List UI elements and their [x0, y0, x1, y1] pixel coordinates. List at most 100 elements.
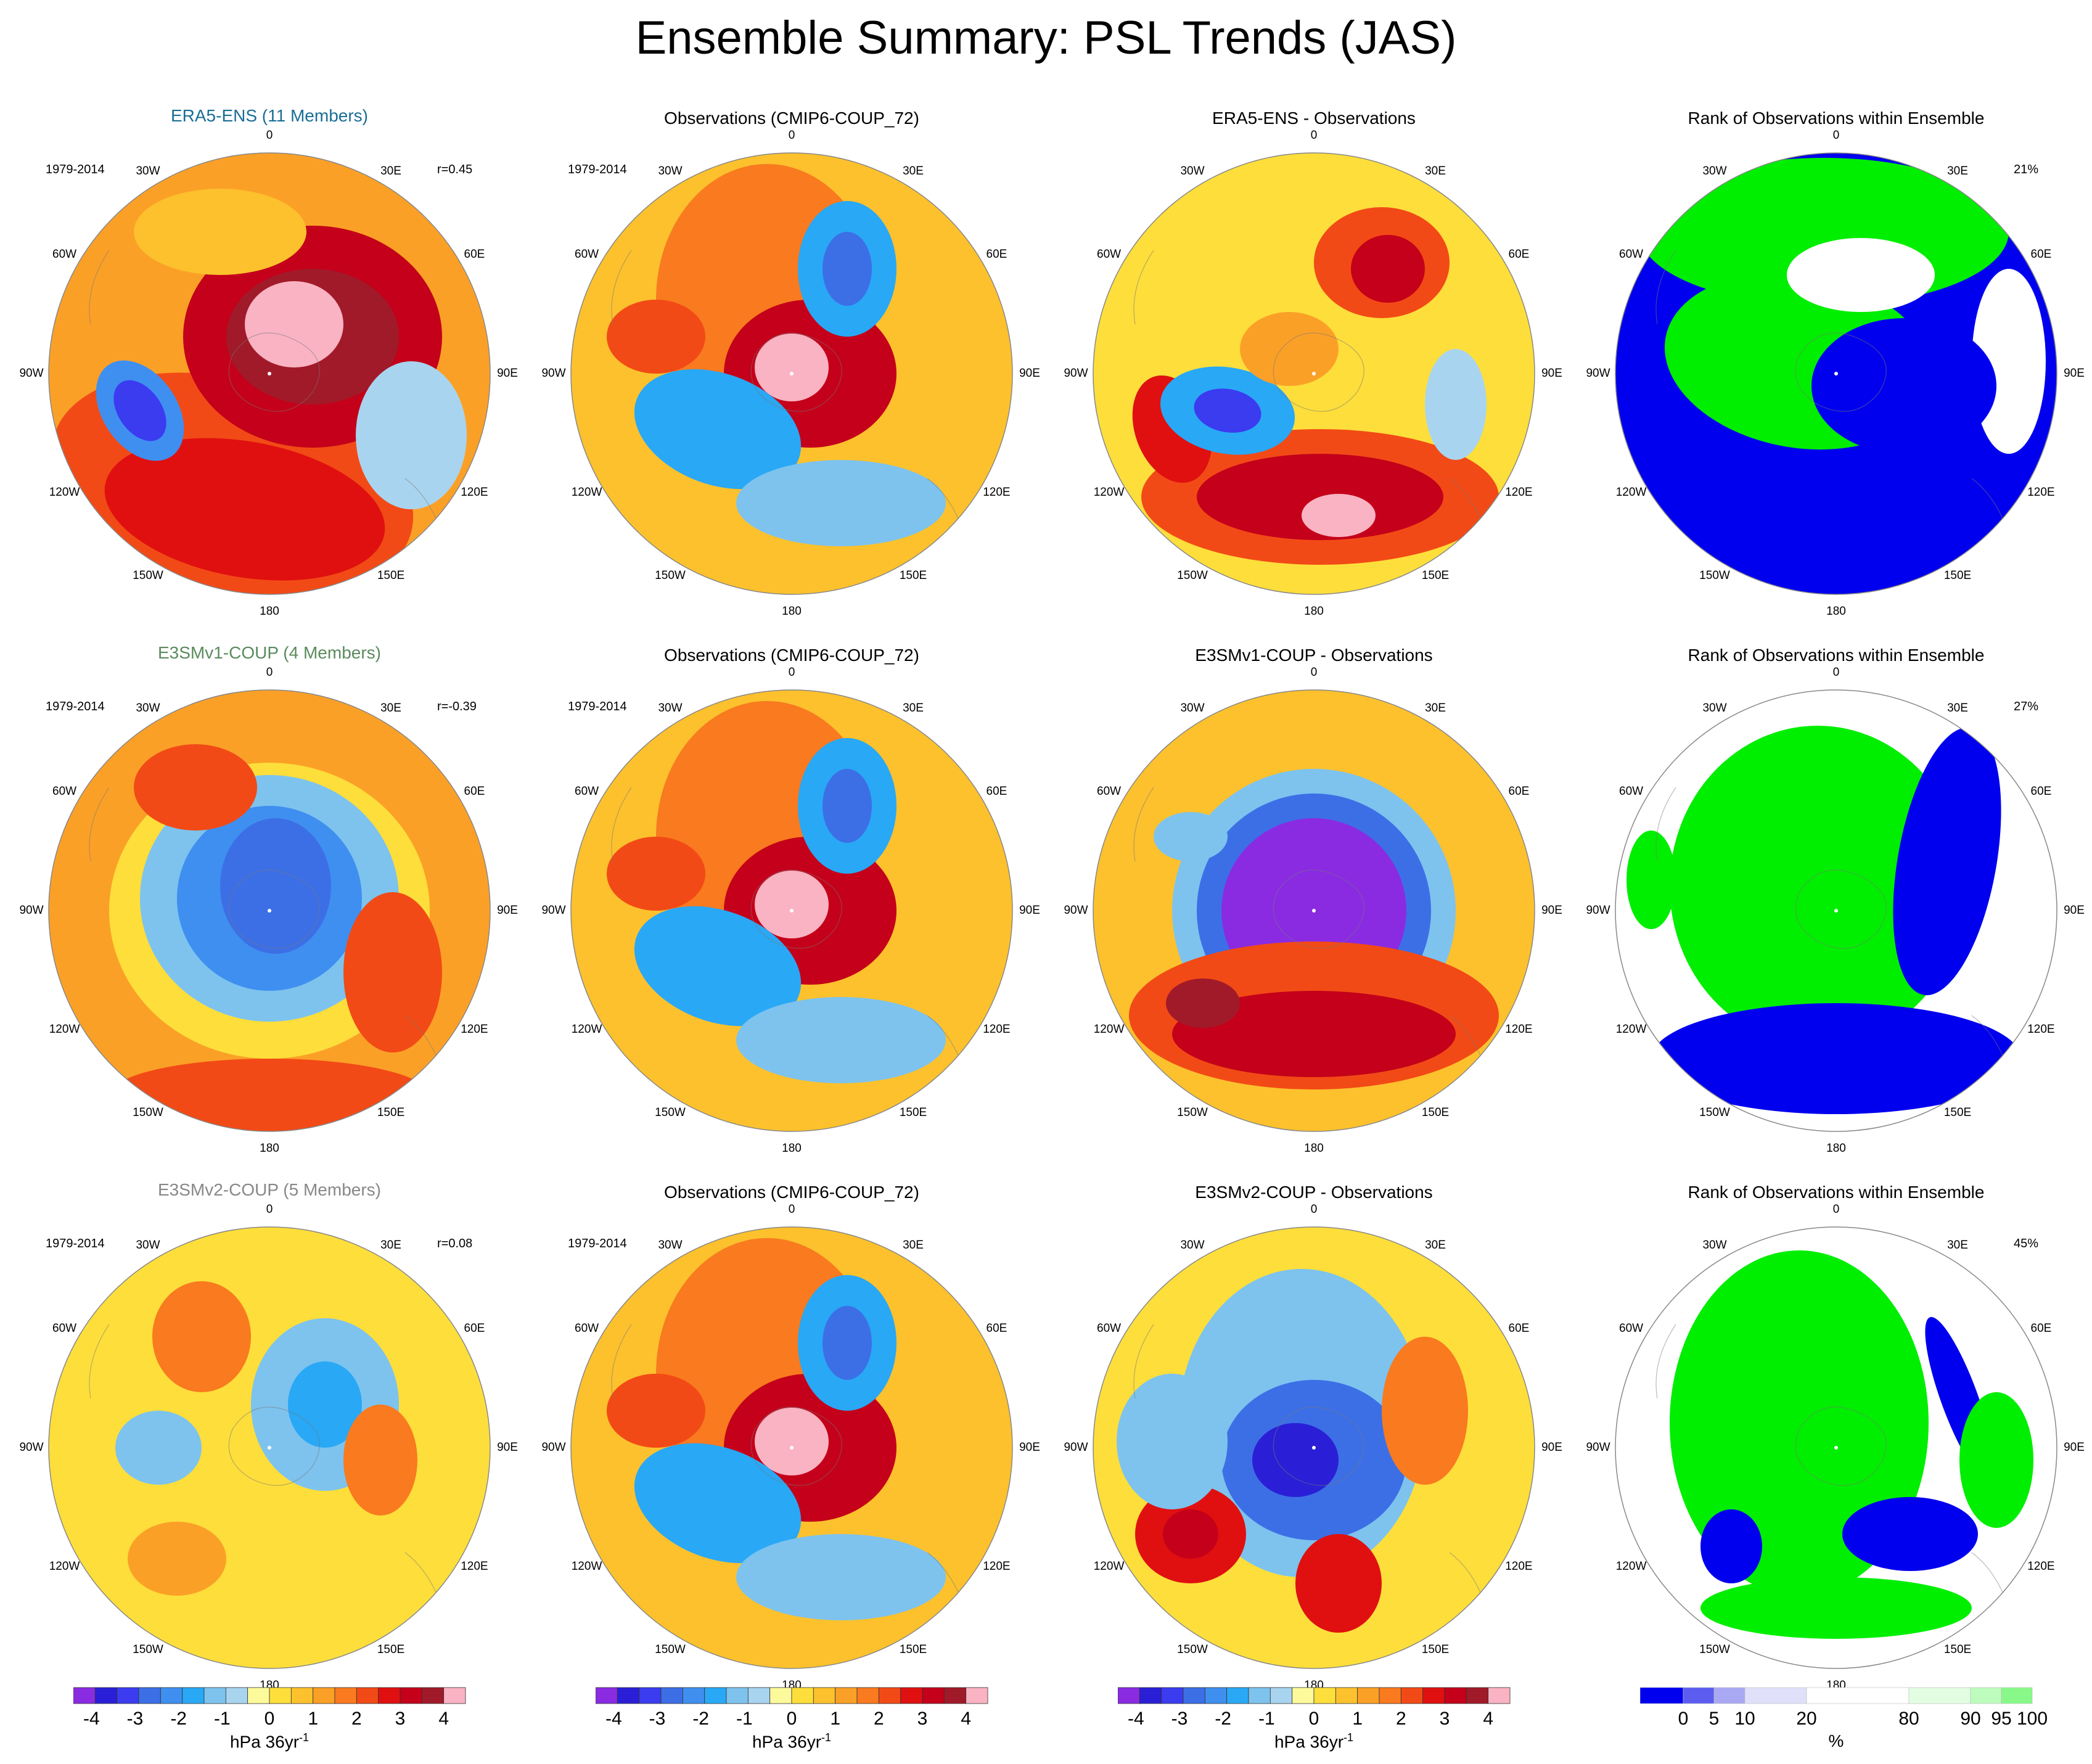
lon-label: 90E — [497, 367, 518, 380]
colorbar-tick-label: 3 — [1439, 1709, 1450, 1729]
lon-label: 0 — [1310, 129, 1318, 142]
colorbar-tick-label: 2 — [1395, 1709, 1406, 1729]
colorbar-swatch — [596, 1687, 618, 1704]
colorbar-swatch — [682, 1687, 705, 1704]
figure-title: Ensemble Summary: PSL Trends (JAS) — [635, 12, 1457, 64]
contour-region — [1302, 494, 1376, 537]
map-border — [570, 152, 1013, 595]
colorbar-swatch — [73, 1687, 96, 1704]
contour-region — [736, 997, 946, 1083]
pole-marker — [268, 909, 271, 913]
lon-label: 0 — [1832, 1203, 1840, 1216]
polar-map-5 — [570, 689, 1013, 1132]
colorbar-tick-label: -4 — [605, 1709, 622, 1729]
lon-label: 150E — [1421, 569, 1450, 583]
lon-label: 30W — [1180, 1238, 1205, 1252]
period-label: 1979-2014 — [568, 700, 627, 713]
pole-marker — [790, 1446, 794, 1450]
colorbar-swatch — [1357, 1687, 1380, 1704]
colorbar-tick-label: 3 — [917, 1709, 928, 1729]
map-border — [48, 1226, 491, 1669]
lon-label: 30W — [658, 1238, 683, 1252]
correlation-label: r=0.45 — [437, 163, 473, 176]
lon-label: 90W — [19, 1441, 44, 1454]
rank-region — [1651, 1003, 2021, 1114]
contour-region — [822, 769, 872, 843]
lon-label: 90E — [497, 1441, 518, 1454]
lon-label: 60W — [1097, 1322, 1122, 1335]
lon-label: 30E — [1425, 701, 1446, 715]
lon-label: 120E — [983, 1560, 1011, 1573]
colorbar-swatch — [1444, 1687, 1467, 1704]
contour-region — [134, 189, 306, 275]
lon-label: 60E — [464, 1322, 485, 1335]
colorbar-swatch — [878, 1687, 901, 1704]
contour-region — [220, 818, 331, 954]
contour-region — [1351, 235, 1425, 303]
colorbar-swatch — [900, 1687, 923, 1704]
units-exponent: -1 — [1343, 1731, 1354, 1744]
lon-label: 30E — [380, 701, 401, 715]
lon-label: 90W — [1064, 904, 1088, 917]
lon-label: 180 — [1826, 605, 1846, 618]
lon-label: 90W — [541, 904, 566, 917]
rank-region — [1959, 1392, 2033, 1528]
colorbar-tick-label: -1 — [736, 1709, 753, 1729]
colorbar-tick-label: 2 — [351, 1709, 362, 1729]
colorbar-swatch — [1379, 1687, 1401, 1704]
rank-region — [1842, 1497, 1978, 1571]
polar-map-1 — [570, 152, 1013, 595]
lon-label: 120W — [49, 1560, 80, 1573]
pole-marker — [1834, 372, 1838, 375]
colorbar-swatch — [856, 1687, 879, 1704]
lon-label: 30W — [1702, 701, 1727, 715]
rank-region — [1893, 727, 2001, 996]
colorbar-tick-label: -4 — [1127, 1709, 1144, 1729]
lon-label: 30E — [1947, 701, 1968, 715]
colorbar-swatch — [1313, 1687, 1336, 1704]
colorbar-swatch — [334, 1687, 357, 1704]
lon-label: 60W — [52, 248, 77, 261]
colorbar-swatch — [378, 1687, 401, 1704]
lon-label: 120W — [571, 1560, 602, 1573]
colorbar-swatch — [1422, 1687, 1445, 1704]
colorbar-tick-label: 3 — [395, 1709, 406, 1729]
lon-label: 90W — [19, 367, 44, 380]
rank-percent-label: 27% — [2014, 700, 2039, 713]
map-border — [48, 689, 491, 1132]
colorbar-swatch — [704, 1687, 727, 1704]
colorbar-swatch — [1744, 1687, 1807, 1704]
polar-map-8 — [48, 1226, 491, 1669]
colorbar-swatch — [617, 1687, 640, 1704]
colorbar-swatch — [313, 1687, 335, 1704]
lon-label: 30E — [380, 164, 401, 178]
colorbar-swatch — [203, 1687, 226, 1704]
colorbar-swatch — [1683, 1687, 1715, 1704]
contour-region — [1252, 1423, 1339, 1497]
lon-label: 90E — [2064, 1441, 2085, 1454]
pole-marker — [1312, 372, 1316, 375]
lon-label: 90E — [497, 904, 518, 917]
map-border — [1093, 1226, 1535, 1669]
map-border — [1615, 1226, 2057, 1669]
colorbar-swatch — [117, 1687, 139, 1704]
lon-label: 0 — [1310, 1203, 1318, 1216]
lon-label: 30E — [380, 1238, 401, 1252]
rank-region — [1626, 831, 1676, 929]
correlation-label: r=0.08 — [437, 1237, 473, 1250]
colorbar-tick-label: 0 — [1308, 1709, 1319, 1729]
lon-label: 150E — [1943, 1643, 1972, 1657]
lon-label: 30W — [136, 701, 160, 715]
rank-percent-label: 21% — [2014, 163, 2039, 176]
colorbar-tick-label: 1 — [308, 1709, 318, 1729]
colorbar-tick-label: -2 — [170, 1709, 187, 1729]
colorbar-tick-label: 0 — [1678, 1709, 1689, 1729]
colorbar-tick-label: 1 — [830, 1709, 840, 1729]
period-label: 1979-2014 — [568, 1237, 627, 1250]
lon-label: 120W — [571, 486, 602, 499]
psl-colorbar — [1118, 1687, 1511, 1704]
lon-label: 150W — [1177, 1643, 1208, 1657]
lon-label: 30W — [1180, 164, 1205, 178]
lon-label: 90W — [1064, 1441, 1088, 1454]
polar-map-11 — [1615, 1226, 2057, 1669]
